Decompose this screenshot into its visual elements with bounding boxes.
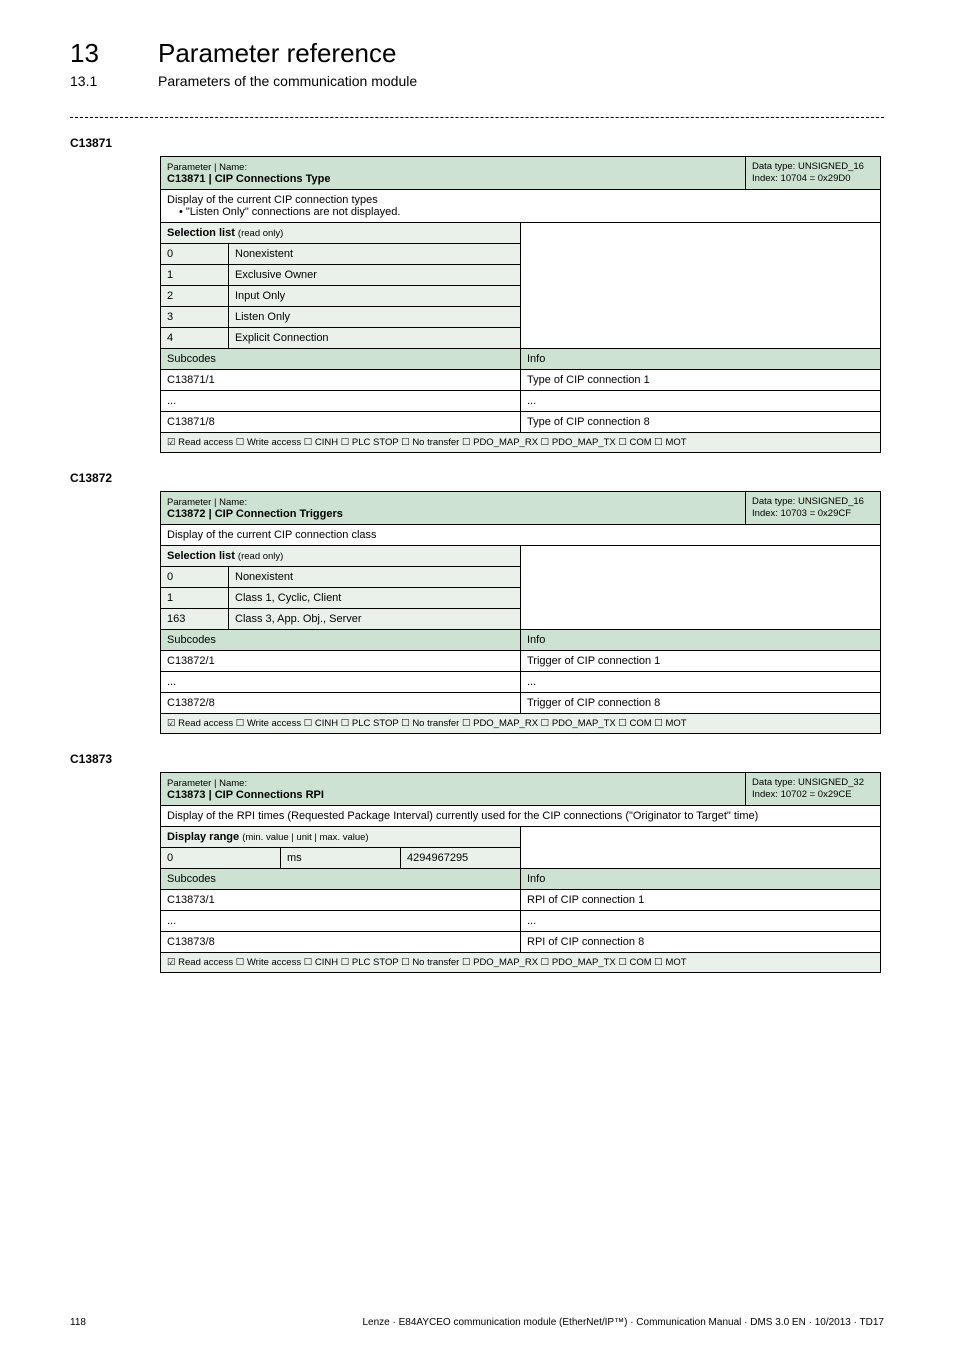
opt-text: Explicit Connection (229, 328, 521, 349)
info-cell: ... (521, 391, 881, 412)
divider (70, 117, 884, 118)
param-name-label: Parameter | Name: (167, 497, 247, 508)
selection-list-header: Selection list (read only) (161, 546, 521, 567)
page-number: 118 (70, 1317, 86, 1328)
subcodes-header: Subcodes (161, 630, 521, 651)
param-desc: Display of the current CIP connection ty… (161, 190, 881, 223)
param-index: Index: 10703 = 0x29CF (752, 508, 851, 519)
param-type-cell: Data type: UNSIGNED_16 Index: 10704 = 0x… (746, 157, 881, 190)
info-cell: Trigger of CIP connection 8 (521, 693, 881, 714)
selection-list-suffix: (read only) (238, 551, 283, 562)
info-header: Info (521, 869, 881, 890)
subcode-cell: C13873/8 (161, 932, 521, 953)
subcode-cell: ... (161, 911, 521, 932)
param-type-cell: Data type: UNSIGNED_32 Index: 10702 = 0x… (746, 773, 881, 806)
info-cell: Trigger of CIP connection 1 (521, 651, 881, 672)
param-dtype: Data type: UNSIGNED_16 (752, 161, 864, 172)
param-name: C13873 | CIP Connections RPI (167, 789, 324, 801)
access-flags: ☑ Read access ☐ Write access ☐ CINH ☐ PL… (161, 433, 881, 453)
subcode-cell: C13873/1 (161, 890, 521, 911)
info-cell: RPI of CIP connection 1 (521, 890, 881, 911)
opt-num: 3 (161, 307, 229, 328)
opt-num: 1 (161, 265, 229, 286)
opt-text: Listen Only (229, 307, 521, 328)
subcode-cell: C13872/8 (161, 693, 521, 714)
param-index: Index: 10702 = 0x29CE (752, 789, 852, 800)
subchapter-title: Parameters of the communication module (158, 73, 417, 89)
param-name-cell: Parameter | Name: C13871 | CIP Connectio… (161, 157, 746, 190)
chapter-title: Parameter reference (158, 38, 396, 69)
subcodes-header: Subcodes (161, 869, 521, 890)
opt-text: Input Only (229, 286, 521, 307)
param-index: Index: 10704 = 0x29D0 (752, 173, 851, 184)
param-dtype: Data type: UNSIGNED_32 (752, 777, 864, 788)
access-flags: ☑ Read access ☐ Write access ☐ CINH ☐ PL… (161, 953, 881, 973)
subcode-cell: C13871/8 (161, 412, 521, 433)
info-cell: Type of CIP connection 8 (521, 412, 881, 433)
info-cell: RPI of CIP connection 8 (521, 932, 881, 953)
opt-text: Class 3, App. Obj., Server (229, 609, 521, 630)
param-desc: Display of the RPI times (Requested Pack… (161, 806, 881, 827)
selection-list-label: Selection list (167, 227, 235, 239)
opt-text: Nonexistent (229, 567, 521, 588)
param-id: C13873 (70, 752, 884, 766)
subcode-cell: C13871/1 (161, 370, 521, 391)
subcode-cell: ... (161, 391, 521, 412)
opt-num: 163 (161, 609, 229, 630)
display-range-suffix: (min. value | unit | max. value) (242, 832, 368, 843)
opt-text: Exclusive Owner (229, 265, 521, 286)
param-block: Parameter | Name: C13872 | CIP Connectio… (160, 491, 884, 734)
param-name: C13871 | CIP Connections Type (167, 173, 330, 185)
range-min: 0 (161, 848, 281, 869)
param-name-label: Parameter | Name: (167, 778, 247, 789)
empty-cell (521, 827, 881, 869)
param-name-label: Parameter | Name: (167, 162, 247, 173)
range-unit: ms (281, 848, 401, 869)
opt-text: Nonexistent (229, 244, 521, 265)
selection-list-header: Selection list (read only) (161, 223, 521, 244)
subcodes-header: Subcodes (161, 349, 521, 370)
param-id: C13871 (70, 136, 884, 150)
display-range-header: Display range (min. value | unit | max. … (161, 827, 521, 848)
param-desc: Display of the current CIP connection cl… (161, 525, 881, 546)
param-name: C13872 | CIP Connection Triggers (167, 508, 343, 520)
empty-cell (521, 223, 881, 349)
info-header: Info (521, 630, 881, 651)
info-header: Info (521, 349, 881, 370)
opt-num: 0 (161, 567, 229, 588)
info-cell: ... (521, 911, 881, 932)
opt-num: 4 (161, 328, 229, 349)
param-type-cell: Data type: UNSIGNED_16 Index: 10703 = 0x… (746, 492, 881, 525)
selection-list-suffix: (read only) (238, 228, 283, 239)
access-flags: ☑ Read access ☐ Write access ☐ CINH ☐ PL… (161, 714, 881, 734)
empty-cell (521, 546, 881, 630)
param-dtype: Data type: UNSIGNED_16 (752, 496, 864, 507)
param-block: Parameter | Name: C13873 | CIP Connectio… (160, 772, 884, 973)
opt-text: Class 1, Cyclic, Client (229, 588, 521, 609)
chapter-number: 13 (70, 38, 130, 69)
opt-num: 0 (161, 244, 229, 265)
desc-line: Display of the current CIP connection ty… (167, 194, 378, 206)
param-name-cell: Parameter | Name: C13873 | CIP Connectio… (161, 773, 746, 806)
param-block: Parameter | Name: C13871 | CIP Connectio… (160, 156, 884, 453)
desc-line: • "Listen Only" connections are not disp… (167, 206, 400, 218)
subchapter-number: 13.1 (70, 73, 130, 89)
subcode-cell: ... (161, 672, 521, 693)
display-range-label: Display range (167, 831, 239, 843)
opt-num: 1 (161, 588, 229, 609)
info-cell: ... (521, 672, 881, 693)
range-max: 4294967295 (401, 848, 521, 869)
subcode-cell: C13872/1 (161, 651, 521, 672)
info-cell: Type of CIP connection 1 (521, 370, 881, 391)
opt-num: 2 (161, 286, 229, 307)
footer-text: Lenze · E84AYCEO communication module (E… (362, 1317, 884, 1328)
selection-list-label: Selection list (167, 550, 235, 562)
param-id: C13872 (70, 471, 884, 485)
param-name-cell: Parameter | Name: C13872 | CIP Connectio… (161, 492, 746, 525)
